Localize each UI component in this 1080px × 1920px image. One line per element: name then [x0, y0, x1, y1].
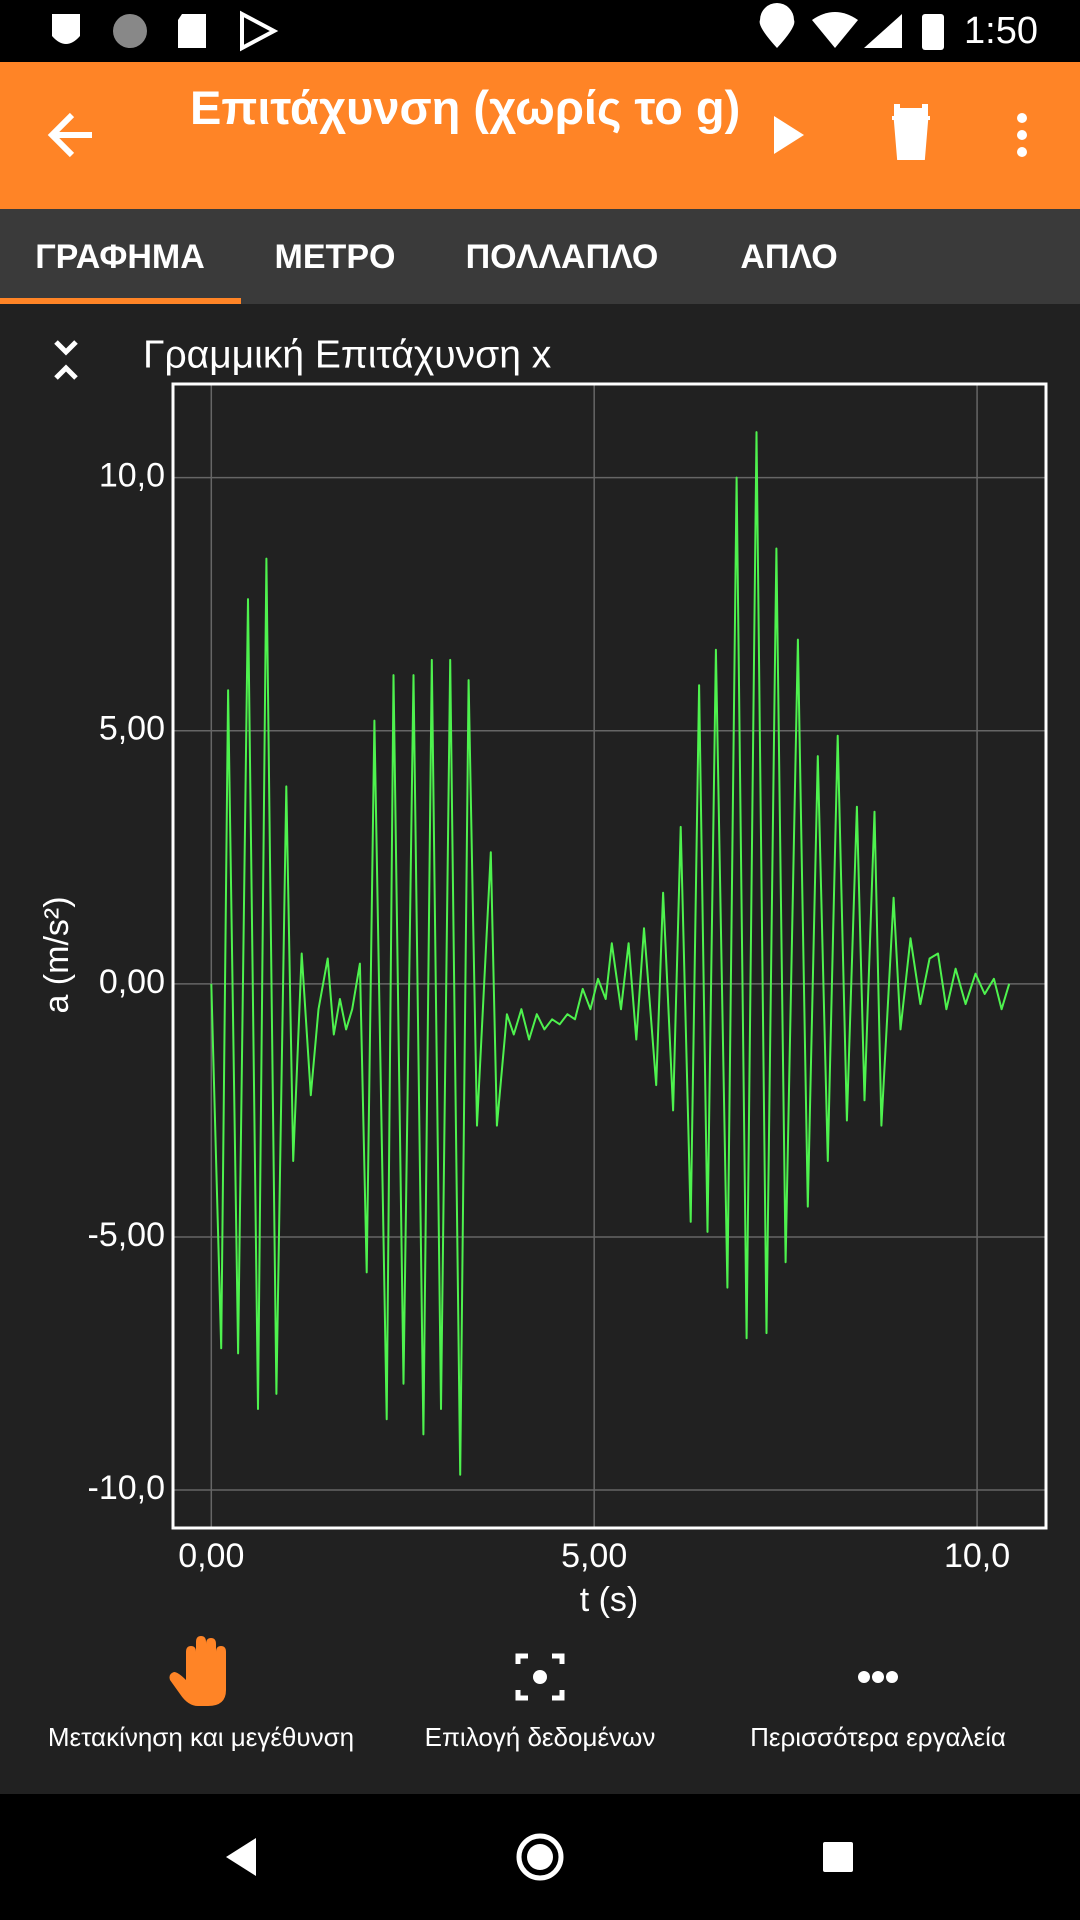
select-data-icon[interactable]	[515, 1653, 565, 1701]
status-icon	[113, 14, 147, 48]
status-time: 1:50	[964, 10, 1038, 52]
data-line	[210, 431, 1011, 1476]
status-icon	[52, 14, 80, 44]
tab-bar	[0, 209, 1080, 304]
pan-zoom-icon[interactable]	[169, 1636, 227, 1706]
collapse-button[interactable]	[54, 340, 78, 380]
more-tools-icon	[886, 1671, 898, 1683]
back-button[interactable]	[47, 112, 92, 158]
tab[interactable]: ΜΕΤΡΟ	[275, 238, 396, 276]
tool-label[interactable]: Επιλογή δεδομένων	[425, 1722, 656, 1752]
y-tick-label: 0,00	[99, 963, 165, 1001]
nav-back[interactable]	[226, 1838, 256, 1876]
y-tick-label: 10,0	[99, 457, 165, 495]
nav-recents[interactable]	[823, 1842, 853, 1872]
menu-button[interactable]	[1017, 147, 1027, 157]
status-icon	[240, 10, 279, 52]
toolbar-title: Επιτάχυνση (χωρίς το g)	[190, 81, 741, 134]
play-button[interactable]	[774, 116, 804, 154]
y-tick-label: 5,00	[99, 710, 165, 748]
x-tick-label: 10,0	[944, 1537, 1010, 1575]
tab[interactable]: ΓΡΑΦΗΜΑ	[35, 238, 205, 276]
tab[interactable]: ΑΠΛΟ	[740, 238, 837, 276]
battery-icon	[922, 14, 944, 50]
chart-title: Γραμμική Επιτάχυνση x	[143, 333, 552, 376]
plot-frame	[171, 382, 1048, 1530]
y-tick-label: -10,0	[88, 1469, 166, 1507]
x-tick-label: 5,00	[561, 1537, 627, 1575]
x-tick-label: 0,00	[178, 1537, 244, 1575]
tab-indicator	[0, 298, 241, 304]
wifi-icon	[812, 12, 858, 48]
status-bar	[0, 0, 1080, 62]
status-icon	[178, 14, 206, 48]
menu-button[interactable]	[1017, 130, 1027, 140]
tool-label[interactable]: Περισσότερα εργαλεία	[750, 1722, 1006, 1752]
y-tick-label: -5,00	[88, 1216, 166, 1254]
more-tools-icon[interactable]	[858, 1671, 870, 1683]
nav-home[interactable]	[516, 1833, 564, 1881]
y-axis-label: a (m/s²)	[38, 896, 76, 1013]
x-axis-label: t (s)	[580, 1581, 639, 1619]
tool-label[interactable]: Μετακίνηση και μεγέθυνση	[48, 1722, 354, 1752]
tab[interactable]: ΠΟΛΛΑΠΛΟ	[466, 238, 659, 276]
nav-home	[527, 1844, 553, 1870]
menu-button[interactable]	[1017, 113, 1027, 123]
more-tools-icon	[872, 1671, 884, 1683]
delete-button[interactable]	[892, 104, 930, 160]
location-icon	[759, 3, 795, 48]
signal-icon	[864, 14, 902, 48]
select-data-icon	[533, 1670, 547, 1684]
